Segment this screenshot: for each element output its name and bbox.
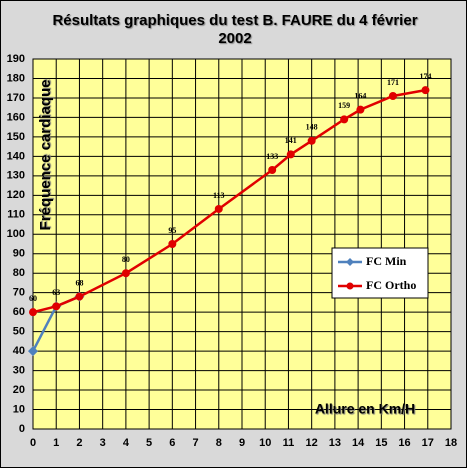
data-point	[421, 86, 430, 95]
x-tick-label: 1	[53, 437, 59, 449]
data-label: 148	[306, 123, 318, 132]
data-point	[214, 204, 223, 213]
data-point	[307, 136, 316, 145]
legend-marker	[346, 258, 354, 266]
data-point	[29, 308, 37, 317]
plot: 0102030405060708090100110120130140150160…	[7, 53, 457, 449]
data-point	[75, 292, 84, 301]
x-tick-label: 13	[329, 437, 341, 449]
data-point	[121, 269, 130, 278]
x-tick-label: 4	[123, 437, 130, 449]
x-tick-label: 5	[146, 437, 152, 449]
x-tick-label: 12	[306, 437, 318, 449]
y-tick-label: 130	[7, 170, 25, 182]
x-tick-label: 14	[352, 437, 365, 449]
data-point	[168, 240, 177, 248]
y-tick-label: 150	[7, 131, 25, 143]
y-tick-label: 160	[7, 111, 25, 123]
x-tick-label: 16	[398, 437, 410, 449]
y-tick-label: 70	[13, 287, 25, 299]
y-tick-label: 30	[13, 364, 25, 376]
data-label: 60	[29, 294, 37, 303]
y-tick-label: 110	[7, 209, 25, 221]
data-point	[340, 115, 349, 124]
y-tick-label: 170	[7, 92, 25, 104]
y-tick-label: 100	[7, 228, 25, 240]
y-tick-label: 120	[7, 189, 25, 201]
data-label: 133	[266, 152, 278, 161]
data-label: 141	[285, 136, 297, 145]
x-tick-label: 9	[239, 437, 245, 449]
data-label: 113	[213, 191, 225, 200]
y-tick-label: 80	[13, 267, 25, 279]
y-tick-label: 0	[19, 423, 25, 435]
y-tick-label: 50	[13, 326, 25, 338]
x-tick-label: 15	[375, 437, 387, 449]
legend-label: FC Min	[366, 254, 407, 268]
plot-border	[32, 58, 452, 430]
x-axis-title: Allure en Km/H	[315, 401, 415, 417]
data-label: 68	[75, 278, 83, 287]
y-tick-label: 40	[13, 345, 25, 357]
y-tick-label: 90	[13, 248, 25, 260]
y-tick-label: 20	[13, 384, 25, 396]
data-point	[286, 150, 295, 159]
data-label: 95	[168, 226, 176, 235]
data-point	[388, 92, 397, 100]
y-tick-label: 60	[13, 306, 25, 318]
data-label: 80	[122, 255, 130, 264]
x-tick-label: 11	[283, 437, 295, 449]
legend-label: FC Ortho	[366, 278, 416, 292]
data-label: 63	[52, 288, 60, 297]
data-label: 159	[338, 101, 350, 110]
x-tick-label: 17	[422, 437, 434, 449]
x-tick-label: 3	[100, 437, 106, 449]
x-tick-label: 10	[259, 437, 271, 449]
legend-box	[331, 247, 429, 299]
chart-title: Résultats graphiques du test B. FAURE du…	[52, 12, 418, 47]
y-axis-title: Fréquence cardiaque	[37, 80, 54, 231]
x-tick-label: 8	[216, 437, 222, 449]
legend-marker	[346, 282, 354, 290]
data-point	[28, 346, 38, 357]
data-label: 164	[354, 91, 366, 100]
x-tick-label: 18	[445, 437, 457, 449]
y-tick-label: 140	[7, 150, 25, 162]
data-label: 171	[387, 78, 399, 87]
data-point	[52, 302, 61, 311]
x-tick-label: 0	[30, 437, 36, 449]
data-point	[268, 166, 277, 174]
y-tick-label: 180	[7, 72, 25, 84]
x-tick-label: 2	[76, 437, 82, 449]
y-tick-label: 190	[7, 53, 25, 65]
data-point	[356, 105, 365, 114]
data-label: 174	[419, 72, 431, 81]
y-tick-label: 10	[13, 403, 25, 415]
x-tick-label: 7	[192, 437, 198, 449]
x-tick-label: 6	[169, 437, 175, 449]
